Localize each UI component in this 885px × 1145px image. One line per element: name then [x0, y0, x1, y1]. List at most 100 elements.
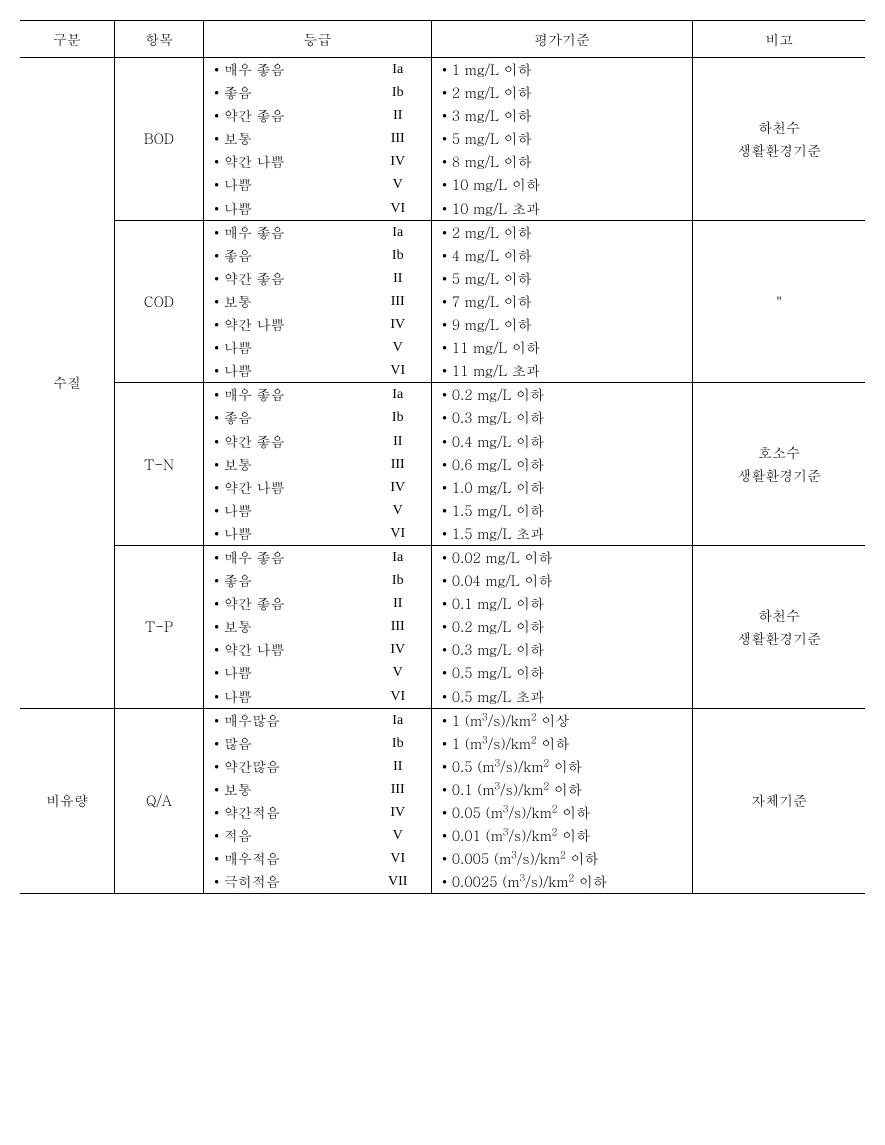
bullet-icon: [214, 733, 224, 753]
bullet-icon: [442, 337, 452, 357]
grade-code: III: [365, 453, 432, 476]
grade-label: 보통: [203, 453, 364, 476]
bullet-icon: [442, 384, 452, 404]
table-header-row: 구분항목등급평가기준비고: [20, 21, 865, 58]
bullet-icon: [214, 151, 224, 171]
bullet-icon: [214, 407, 224, 427]
hangmok-cell: T-N: [115, 383, 204, 546]
table-row: T-N매우 좋음Ia0.2 mg/L 이하호소수생활환경기준: [20, 383, 865, 407]
bullet-icon: [214, 360, 224, 380]
hangmok-cell: COD: [115, 220, 204, 383]
bullet-icon: [214, 570, 224, 590]
header-criteria: 평가기준: [431, 21, 692, 58]
bullet-icon: [214, 128, 224, 148]
criteria-cell: 0.1 mg/L 이하: [431, 592, 692, 615]
bullet-icon: [442, 245, 452, 265]
grade-label: 적음: [203, 824, 364, 847]
water-quality-table: 구분항목등급평가기준비고수질BOD매우 좋음Ia1 mg/L 이하하천수생활환경…: [20, 20, 865, 894]
bullet-icon: [214, 500, 224, 520]
header-grade: 등급: [203, 21, 431, 58]
bullet-icon: [442, 82, 452, 102]
bullet-icon: [442, 407, 452, 427]
criteria-cell: 0.01 (m3/s)/km2 이하: [431, 824, 692, 847]
bullet-icon: [442, 710, 452, 730]
bullet-icon: [214, 477, 224, 497]
bullet-icon: [214, 245, 224, 265]
note-cell: 하천수생활환경기준: [693, 58, 865, 221]
grade-label: 많음: [203, 732, 364, 755]
grade-code: VI: [365, 197, 432, 221]
grade-label: 보통: [203, 778, 364, 801]
bullet-icon: [214, 291, 224, 311]
bullet-icon: [442, 268, 452, 288]
criteria-cell: 0.2 mg/L 이하: [431, 383, 692, 407]
grade-label: 매우 좋음: [203, 220, 364, 244]
criteria-cell: 0.5 mg/L 이하: [431, 661, 692, 684]
bullet-icon: [442, 454, 452, 474]
criteria-cell: 5 mg/L 이하: [431, 127, 692, 150]
grade-code: II: [365, 592, 432, 615]
grade-code: Ia: [365, 220, 432, 244]
criteria-cell: 5 mg/L 이하: [431, 267, 692, 290]
grade-code: VII: [365, 870, 432, 894]
grade-label: 약간적음: [203, 801, 364, 824]
grade-code: II: [365, 104, 432, 127]
grade-code: Ib: [365, 81, 432, 104]
bullet-icon: [214, 454, 224, 474]
header-gubun: 구분: [20, 21, 115, 58]
bullet-icon: [214, 431, 224, 451]
criteria-cell: 1.0 mg/L 이하: [431, 476, 692, 499]
bullet-icon: [214, 593, 224, 613]
criteria-cell: 2 mg/L 이하: [431, 220, 692, 244]
criteria-cell: 11 mg/L 초과: [431, 359, 692, 383]
criteria-cell: 0.5 (m3/s)/km2 이하: [431, 755, 692, 778]
bullet-icon: [442, 547, 452, 567]
table-row: 비유량Q/A매우많음Ia1 (m3/s)/km2 이상자체기준: [20, 708, 865, 732]
grade-label: 보통: [203, 127, 364, 150]
bullet-icon: [442, 360, 452, 380]
criteria-cell: 3 mg/L 이하: [431, 104, 692, 127]
note-cell: 호소수생활환경기준: [693, 383, 865, 546]
hangmok-cell: T-P: [115, 545, 204, 708]
grade-code: V: [365, 824, 432, 847]
bullet-icon: [214, 616, 224, 636]
bullet-icon: [442, 198, 452, 218]
criteria-cell: 10 mg/L 이하: [431, 173, 692, 196]
grade-code: Ia: [365, 708, 432, 732]
bullet-icon: [214, 222, 224, 242]
criteria-cell: 0.6 mg/L 이하: [431, 453, 692, 476]
grade-label: 나쁨: [203, 522, 364, 546]
bullet-icon: [214, 523, 224, 543]
bullet-icon: [214, 384, 224, 404]
grade-code: III: [365, 778, 432, 801]
grade-label: 좋음: [203, 569, 364, 592]
grade-code: IV: [365, 638, 432, 661]
bullet-icon: [442, 848, 452, 868]
grade-label: 매우 좋음: [203, 383, 364, 407]
grade-code: III: [365, 127, 432, 150]
grade-code: II: [365, 755, 432, 778]
hangmok-cell: Q/A: [115, 708, 204, 894]
table-row: T-P매우 좋음Ia0.02 mg/L 이하하천수생활환경기준: [20, 545, 865, 569]
bullet-icon: [214, 639, 224, 659]
grade-label: 매우 좋음: [203, 545, 364, 569]
grade-code: VI: [365, 685, 432, 709]
grade-label: 나쁨: [203, 499, 364, 522]
bullet-icon: [442, 639, 452, 659]
bullet-icon: [442, 686, 452, 706]
bullet-icon: [214, 662, 224, 682]
criteria-cell: 1.5 mg/L 초과: [431, 522, 692, 546]
criteria-cell: 1 mg/L 이하: [431, 58, 692, 82]
bullet-icon: [214, 710, 224, 730]
grade-code: III: [365, 615, 432, 638]
criteria-cell: 0.1 (m3/s)/km2 이하: [431, 778, 692, 801]
grade-label: 나쁨: [203, 661, 364, 684]
grade-label: 약간 좋음: [203, 267, 364, 290]
bullet-icon: [442, 105, 452, 125]
bullet-icon: [214, 105, 224, 125]
criteria-cell: 8 mg/L 이하: [431, 150, 692, 173]
criteria-cell: 0.0025 (m3/s)/km2 이하: [431, 870, 692, 894]
grade-code: VI: [365, 847, 432, 870]
grade-code: IV: [365, 150, 432, 173]
grade-label: 약간 나쁨: [203, 638, 364, 661]
